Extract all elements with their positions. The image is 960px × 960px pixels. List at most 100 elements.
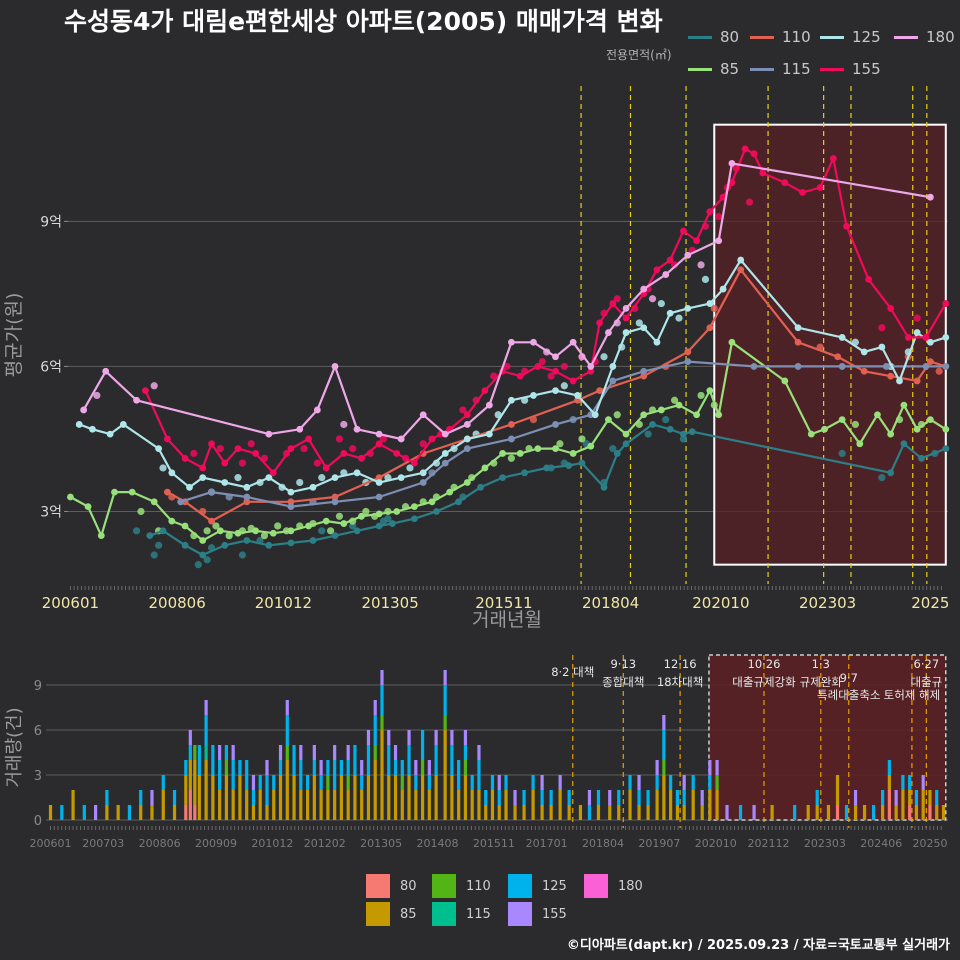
- volume-bar-110: [326, 775, 330, 790]
- volume-bar-85: [299, 790, 303, 820]
- volume-bar-155: [319, 760, 323, 775]
- volume-bar-155: [434, 730, 438, 745]
- price-series-point-155: [252, 450, 260, 457]
- volume-bar-85: [443, 730, 447, 820]
- bar-legend-item-85: 85: [366, 902, 417, 926]
- price-series-point-85: [410, 503, 418, 511]
- volume-bar-85: [427, 790, 431, 820]
- bar-legend-label-80: 80: [400, 878, 417, 894]
- volume-bar-125: [188, 745, 192, 760]
- volume-bar-85: [319, 790, 323, 820]
- volume-bar-155: [715, 760, 719, 775]
- volume-bar-155: [662, 715, 666, 730]
- price-series-point-85: [463, 479, 471, 486]
- volume-bar-155: [608, 790, 612, 805]
- price-series-point-85: [499, 450, 506, 457]
- price-series-point-155: [816, 184, 824, 191]
- volume-x-tick-label: 201804: [582, 837, 624, 850]
- price-series-point-85: [942, 425, 950, 433]
- price-series-point-125: [397, 474, 405, 482]
- price-series-point-155: [781, 179, 789, 187]
- volume-bar-85: [662, 775, 666, 820]
- price-series-point-80: [613, 450, 621, 457]
- price-series-point-125: [75, 421, 83, 428]
- volume-bar-125: [628, 775, 632, 790]
- price-series-point-155: [322, 464, 330, 472]
- price-point-85: [697, 391, 705, 400]
- price-series-point-85: [340, 520, 348, 527]
- volume-bar-125: [427, 775, 431, 790]
- volume-bar-110: [443, 715, 447, 730]
- legend-item-180: 180: [894, 28, 955, 46]
- price-point-180: [648, 295, 657, 303]
- price-series-point-155: [234, 445, 242, 453]
- price-series-point-155: [534, 363, 542, 370]
- price-series-point-85: [428, 498, 436, 506]
- price-point-80: [238, 551, 246, 559]
- price-series-point-155: [463, 411, 471, 419]
- price-series-point-80: [578, 459, 586, 467]
- price-x-tick-label: 202303: [799, 594, 856, 612]
- volume-bar-85: [463, 775, 468, 820]
- volume-bar-125: [708, 775, 712, 790]
- price-series-point-125: [106, 430, 114, 438]
- price-series-point-180: [605, 329, 612, 336]
- price-series-point-125: [666, 309, 674, 317]
- price-series-point-80: [680, 430, 687, 438]
- price-point-80: [662, 416, 670, 424]
- price-series-point-125: [942, 334, 950, 341]
- price-series-point-180: [640, 285, 648, 293]
- volume-bar-125: [339, 760, 344, 775]
- volume-bar-125: [540, 790, 544, 805]
- price-point-155: [216, 445, 224, 453]
- price-x-tick-label: 201305: [362, 594, 419, 612]
- price-series-point-85: [715, 411, 723, 419]
- price-series-point-115: [609, 377, 617, 385]
- price-series-point-85: [913, 425, 921, 433]
- price-series-point-80: [265, 541, 273, 549]
- price-series-point-125: [375, 479, 383, 486]
- price-series-point-85: [168, 517, 176, 525]
- legend-swatch-180: [894, 35, 918, 39]
- volume-highlight-box: [708, 654, 947, 821]
- volume-bar-85: [193, 760, 197, 805]
- price-series-point-180: [552, 353, 559, 361]
- price-series-point-85: [216, 527, 224, 535]
- volume-x-tick-label: 200909: [195, 837, 237, 850]
- price-point-180: [93, 391, 101, 400]
- price-y-tick-label: 6억: [40, 359, 62, 375]
- price-series-point-80: [410, 515, 418, 523]
- volume-bar-155: [285, 700, 289, 715]
- legend-label-125: 125: [852, 28, 881, 46]
- price-point-155: [379, 435, 388, 443]
- price-series-point-155: [269, 469, 277, 477]
- volume-annotation-date: 12·16: [664, 657, 697, 671]
- bar-legend-swatch-85: [366, 902, 390, 926]
- volume-bar-155: [414, 760, 418, 775]
- price-point-110: [710, 304, 718, 313]
- volume-bar-155: [393, 745, 398, 760]
- price-series-point-125: [706, 300, 714, 307]
- price-series-point-155: [287, 445, 295, 453]
- volume-bar-125: [414, 775, 418, 790]
- volume-bar-85: [360, 790, 364, 820]
- volume-bar-85: [835, 775, 840, 805]
- price-series-point-125: [89, 425, 96, 433]
- price-series-point-85: [587, 442, 595, 450]
- price-point-125: [657, 299, 665, 308]
- price-x-axis-title: 거래년월: [472, 609, 542, 631]
- price-series: [67, 145, 950, 559]
- price-series-point-155: [141, 387, 149, 395]
- volume-bar-125: [477, 760, 481, 790]
- price-series-point-115: [508, 435, 515, 443]
- price-series-point-125: [609, 363, 617, 370]
- price-series-point-155: [942, 300, 950, 307]
- volume-bar-85: [682, 805, 686, 820]
- price-series-point-80: [159, 527, 167, 535]
- price-series-point-125: [926, 338, 934, 346]
- price-point-125: [159, 464, 167, 472]
- price-series-point-80: [521, 469, 529, 477]
- volume-bar-125: [211, 745, 215, 775]
- price-point-85: [556, 440, 564, 448]
